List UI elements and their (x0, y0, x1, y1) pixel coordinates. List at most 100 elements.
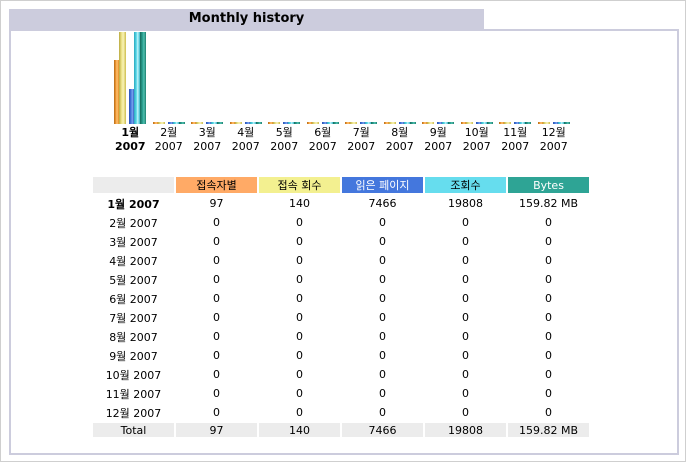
column-header: Bytes (508, 177, 589, 193)
cell-value: 0 (213, 292, 220, 305)
cell-value: 97 (209, 197, 224, 210)
month-axis-label-month: 10월 (464, 126, 489, 139)
table-row: 6월 2007 0 0 0 0 0 (93, 290, 589, 307)
bar-series-2 (283, 122, 289, 124)
row-label: 3월 2007 (109, 235, 158, 249)
cell-value: 0 (379, 254, 386, 267)
report-content-box: 1월 2007 2월 2007 3월 2007 4월 2007 5월 2007 6월 2007 7월 20… (9, 29, 679, 455)
table-row: 10월 2007 0 0 0 0 0 (93, 366, 589, 383)
month-bar-group (342, 32, 381, 124)
row-label: 7월 2007 (109, 311, 158, 325)
month-axis-label: 9월 2007 (419, 126, 458, 154)
bar-series-3 (557, 122, 564, 124)
month-axis-label-year: 2007 (308, 140, 337, 153)
cell-value: 0 (213, 387, 220, 400)
bar-series-2 (552, 122, 558, 124)
section-title-bar: Monthly history (9, 9, 484, 29)
row-label: 5월 2007 (109, 273, 158, 287)
bar-series-0 (537, 122, 543, 124)
row-label: 6월 2007 (109, 292, 158, 306)
bar-series-0 (152, 122, 158, 124)
month-axis-label-month: 7월 (352, 126, 370, 139)
bar-series-4 (332, 122, 339, 124)
bar-series-4 (294, 122, 301, 124)
bar-series-4 (140, 32, 147, 124)
cell-value: 0 (462, 406, 469, 419)
month-axis-label-month: 1월 (121, 126, 140, 139)
cell-value: 0 (545, 406, 552, 419)
bar-series-2 (475, 122, 481, 124)
total-label: Total (93, 423, 174, 437)
column-header (93, 177, 174, 193)
month-axis-label: 11월 2007 (496, 126, 535, 154)
bar-series-1 (196, 122, 204, 124)
table-row: 11월 2007 0 0 0 0 0 (93, 385, 589, 402)
bar-series-0 (460, 122, 466, 124)
cell-value: 0 (296, 406, 303, 419)
cell-value: 0 (379, 349, 386, 362)
month-bar-group (496, 32, 535, 124)
cell-value: 0 (462, 216, 469, 229)
month-axis-label-year: 2007 (270, 140, 299, 153)
table-row: 8월 2007 0 0 0 0 0 (93, 328, 589, 345)
cell-value: 0 (213, 273, 220, 286)
month-axis-label-month: 3월 (198, 126, 216, 139)
month-bar-group (227, 32, 266, 124)
cell-value: 0 (545, 330, 552, 343)
cell-value: 140 (289, 197, 310, 210)
row-label: 2월 2007 (109, 216, 158, 230)
cell-value: 0 (545, 216, 552, 229)
cell-value: 0 (545, 273, 552, 286)
bar-series-1 (157, 122, 165, 124)
month-axis-label-year: 2007 (501, 140, 530, 153)
table-row: 5월 2007 0 0 0 0 0 (93, 271, 589, 288)
cell-value: 0 (462, 349, 469, 362)
column-header: 접속자별 (176, 177, 257, 193)
row-label: 12월 2007 (105, 406, 162, 420)
bar-series-2 (514, 122, 520, 124)
bar-series-3 (403, 122, 410, 124)
bar-series-1 (273, 122, 281, 124)
cell-value: 0 (213, 254, 220, 267)
month-axis-label-month: 4월 (237, 126, 255, 139)
row-label: 1월 2007 (107, 197, 160, 211)
bar-series-4 (448, 122, 455, 124)
bar-series-4 (217, 122, 224, 124)
bar-series-3 (326, 122, 333, 124)
cell-value: 0 (213, 311, 220, 324)
month-axis-label: 7월 2007 (342, 126, 381, 154)
bar-series-3 (211, 122, 218, 124)
cell-value: 0 (462, 273, 469, 286)
month-axis-label-month: 8월 (391, 126, 409, 139)
month-axis-label-year: 2007 (539, 140, 568, 153)
cell-value: 0 (379, 406, 386, 419)
column-header: 접속 회수 (259, 177, 340, 193)
cell-value: 0 (213, 235, 220, 248)
bar-series-2 (244, 122, 250, 124)
bar-series-0 (191, 122, 197, 124)
table-row: 4월 2007 0 0 0 0 0 (93, 252, 589, 269)
cell-value: 7466 (368, 197, 397, 210)
total-value: 7466 (342, 423, 423, 437)
cell-value: 0 (213, 368, 220, 381)
bar-series-4 (409, 122, 416, 124)
month-axis-label: 3월 2007 (188, 126, 227, 154)
cell-value: 0 (462, 311, 469, 324)
cell-value: 0 (296, 387, 303, 400)
cell-value: 0 (545, 254, 552, 267)
bar-series-4 (371, 122, 378, 124)
cell-value: 0 (296, 368, 303, 381)
month-bar-group (265, 32, 304, 124)
total-value: 97 (176, 423, 257, 437)
month-axis-label-month: 5월 (275, 126, 293, 139)
month-axis-label: 10월 2007 (458, 126, 497, 154)
month-bar-group (419, 32, 458, 124)
total-value: 159.82 MB (508, 423, 589, 437)
month-axis-label: 4월 2007 (227, 126, 266, 154)
bar-series-3 (480, 122, 487, 124)
bar-series-1 (234, 122, 242, 124)
month-axis-label-year: 2007 (193, 140, 222, 153)
cell-value: 0 (379, 273, 386, 286)
bar-series-3 (365, 122, 372, 124)
monthly-bar-chart (111, 32, 573, 124)
